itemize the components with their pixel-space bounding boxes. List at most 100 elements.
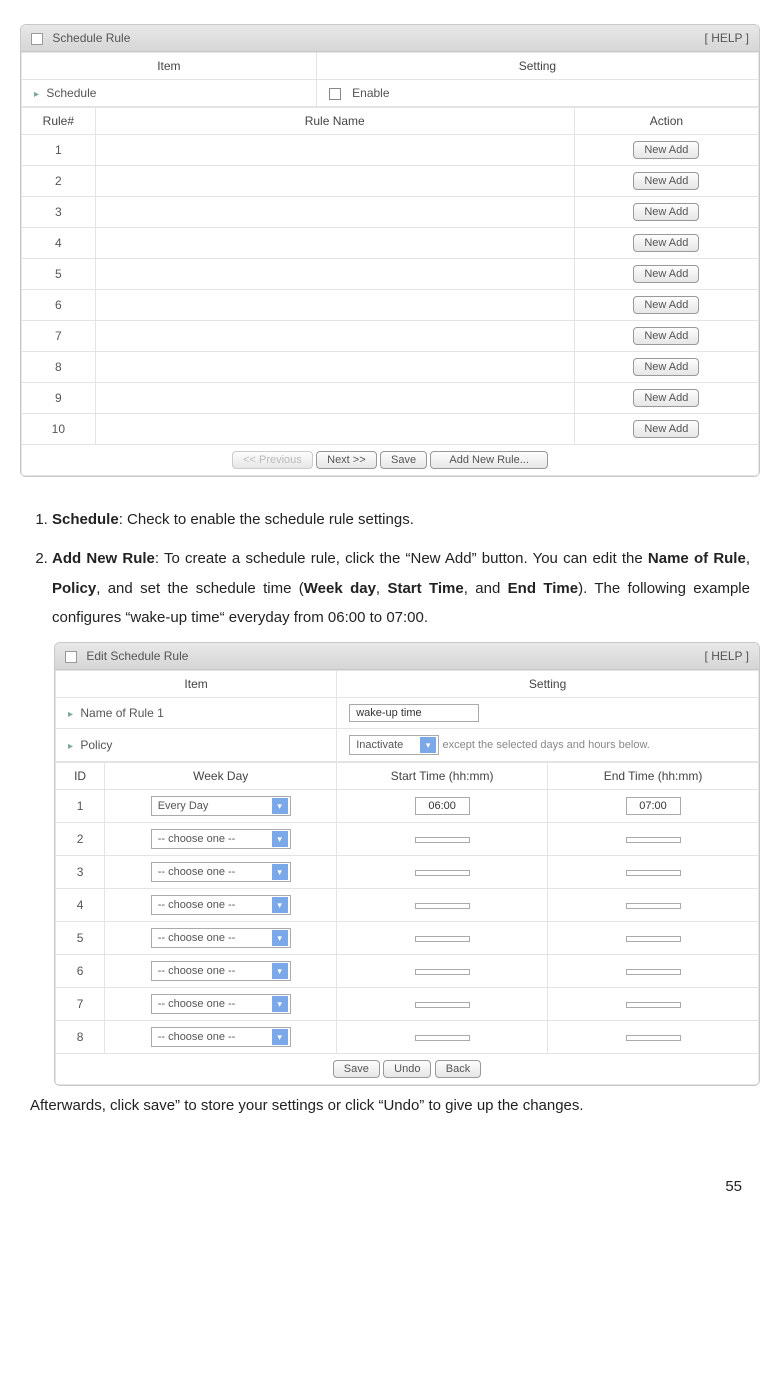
rule-name-cell [95, 259, 574, 290]
schedule-label: Schedule [46, 86, 96, 100]
rule-name-cell [95, 228, 574, 259]
col-start: Start Time (hh:mm) [337, 763, 548, 790]
add-new-rule-button[interactable]: Add New Rule... [430, 451, 547, 469]
id-cell: 4 [56, 889, 105, 922]
end-time-input[interactable] [626, 870, 681, 876]
end-time-input[interactable] [626, 1035, 681, 1041]
back-button[interactable]: Back [435, 1060, 481, 1078]
weekday-value: -- choose one -- [158, 998, 236, 1010]
end-cell [548, 988, 759, 1021]
bullet-icon: ▸ [34, 89, 39, 100]
new-add-button[interactable]: New Add [633, 141, 699, 159]
new-add-button[interactable]: New Add [633, 265, 699, 283]
table-row: 7New Add [22, 321, 759, 352]
rule-num-cell: 2 [22, 166, 96, 197]
end-time-input[interactable]: 07:00 [626, 797, 681, 815]
col-rule-name: Rule Name [95, 108, 574, 135]
rule-name-cell [95, 290, 574, 321]
weekday-select[interactable]: -- choose one --▾ [151, 961, 291, 981]
window-icon [65, 651, 77, 663]
table-row: 10 New Add [22, 414, 759, 445]
new-add-button[interactable]: New Add [633, 358, 699, 376]
start-time-input[interactable] [415, 903, 470, 909]
end-time-input[interactable] [626, 969, 681, 975]
end-time-input[interactable] [626, 936, 681, 942]
schedule-row-label: ▸ Schedule [22, 80, 317, 107]
action-cell: New Add [574, 135, 758, 166]
end-time-input[interactable] [626, 837, 681, 843]
new-add-button[interactable]: New Add [633, 172, 699, 190]
end-time-input[interactable] [626, 1002, 681, 1008]
table-row: 5New Add [22, 259, 759, 290]
start-cell [337, 889, 548, 922]
id-cell: 5 [56, 922, 105, 955]
end-time-input[interactable] [626, 903, 681, 909]
action-cell: New Add [574, 228, 758, 259]
end-cell [548, 922, 759, 955]
start-time-input[interactable] [415, 1002, 470, 1008]
new-add-button[interactable]: New Add [633, 420, 699, 438]
weekday-select[interactable]: -- choose one -- ▾ [151, 994, 291, 1014]
start-time-input[interactable] [415, 936, 470, 942]
id-cell: 2 [56, 823, 105, 856]
afterward-text: Afterwards, click save” to store your se… [30, 1094, 750, 1118]
table-row: 1Every Day▾06:0007:00 [56, 790, 759, 823]
footer-buttons-2: Save Undo Back [56, 1054, 759, 1085]
help-link[interactable]: [ HELP ] [705, 31, 749, 45]
bold-add-new-rule: Add New Rule [52, 550, 155, 567]
next-button[interactable]: Next >> [316, 451, 377, 469]
panel2-title-text: Edit Schedule Rule [86, 649, 188, 663]
new-add-button[interactable]: New Add [633, 296, 699, 314]
rules-table: Rule# Rule Name Action 1New Add2New Add3… [21, 107, 759, 476]
bold-week: Week day [304, 580, 376, 597]
help-link[interactable]: [ HELP ] [705, 649, 749, 663]
t2a: : To create a schedule rule, click the “… [155, 550, 648, 567]
action-cell: New Add [574, 383, 758, 414]
policy-label-cell: ▸ Policy [56, 729, 337, 762]
weekday-select[interactable]: Every Day▾ [151, 796, 291, 816]
start-cell [337, 955, 548, 988]
undo-button[interactable]: Undo [383, 1060, 431, 1078]
weekday-select[interactable]: -- choose one --▾ [151, 928, 291, 948]
new-add-button[interactable]: New Add [633, 203, 699, 221]
start-time-input[interactable]: 06:00 [415, 797, 470, 815]
save-button[interactable]: Save [333, 1060, 380, 1078]
weekday-select[interactable]: -- choose one --▾ [151, 829, 291, 849]
c4: , and [464, 580, 508, 597]
enable-checkbox[interactable] [329, 88, 341, 100]
rule-num-cell: 10 [22, 414, 96, 445]
weekday-select[interactable]: -- choose one --▾ [151, 862, 291, 882]
col-item: Item [56, 671, 337, 698]
col-setting: Setting [337, 671, 759, 698]
end-cell [548, 955, 759, 988]
policy-select[interactable]: Inactivate ▾ [349, 735, 439, 755]
new-add-button[interactable]: New Add [633, 389, 699, 407]
start-time-input[interactable] [415, 837, 470, 843]
rule-name-cell [95, 414, 574, 445]
weekday-cell: -- choose one --▾ [105, 922, 337, 955]
enable-cell: Enable [316, 80, 758, 107]
start-time-input[interactable] [415, 1035, 470, 1041]
start-time-input[interactable] [415, 870, 470, 876]
rule-name-cell [95, 352, 574, 383]
instruction-1-text: : Check to enable the schedule rule sett… [119, 511, 414, 528]
new-add-button[interactable]: New Add [633, 234, 699, 252]
chevron-down-icon: ▾ [272, 996, 288, 1012]
name-label: Name of Rule 1 [80, 706, 163, 720]
instruction-2: Add New Rule: To create a schedule rule,… [52, 544, 750, 632]
save-button[interactable]: Save [380, 451, 427, 469]
id-cell: 6 [56, 955, 105, 988]
rule-name-input[interactable]: wake-up time [349, 704, 479, 722]
table-row: 3-- choose one --▾ [56, 856, 759, 889]
start-time-input[interactable] [415, 969, 470, 975]
weekday-value: -- choose one -- [158, 866, 236, 878]
weekday-cell: -- choose one --▾ [105, 889, 337, 922]
page-number: 55 [20, 1178, 760, 1195]
weekday-cell: -- choose one --▾ [105, 856, 337, 889]
table-row: 5 -- choose one --▾ [56, 922, 759, 955]
end-cell [548, 823, 759, 856]
weekday-select[interactable]: -- choose one --▾ [151, 1027, 291, 1047]
weekday-select[interactable]: -- choose one --▾ [151, 895, 291, 915]
edit-schedule-rule-panel: Edit Schedule Rule [ HELP ] Item Setting… [54, 642, 760, 1086]
new-add-button[interactable]: New Add [633, 327, 699, 345]
